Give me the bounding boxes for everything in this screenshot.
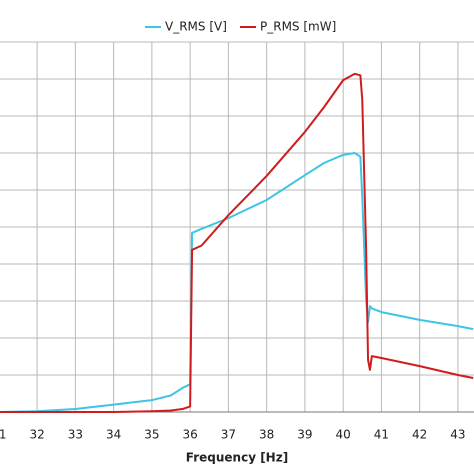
x-tick-label: 41 — [374, 428, 389, 442]
x-tick-label: 36 — [182, 428, 197, 442]
x-tick-label: 31 — [0, 428, 6, 442]
x-axis-label: Frequency [Hz] — [186, 451, 288, 465]
series-line — [0, 72, 474, 413]
x-tick-label: 42 — [412, 428, 427, 442]
x-tick-label: 35 — [144, 428, 159, 442]
x-tick-label: 37 — [221, 428, 236, 442]
x-tick-label: 38 — [259, 428, 274, 442]
x-tick-label: 34 — [106, 428, 121, 442]
series-line — [0, 152, 474, 413]
x-tick-label: 39 — [297, 428, 312, 442]
x-tick-label: 40 — [336, 428, 351, 442]
x-tick-label: 43 — [450, 428, 465, 442]
legend-label: P_RMS [mW] — [260, 20, 336, 34]
legend-label: V_RMS [V] — [165, 20, 227, 34]
x-tick-label: 32 — [29, 428, 44, 442]
x-tick-label: 33 — [68, 428, 83, 442]
